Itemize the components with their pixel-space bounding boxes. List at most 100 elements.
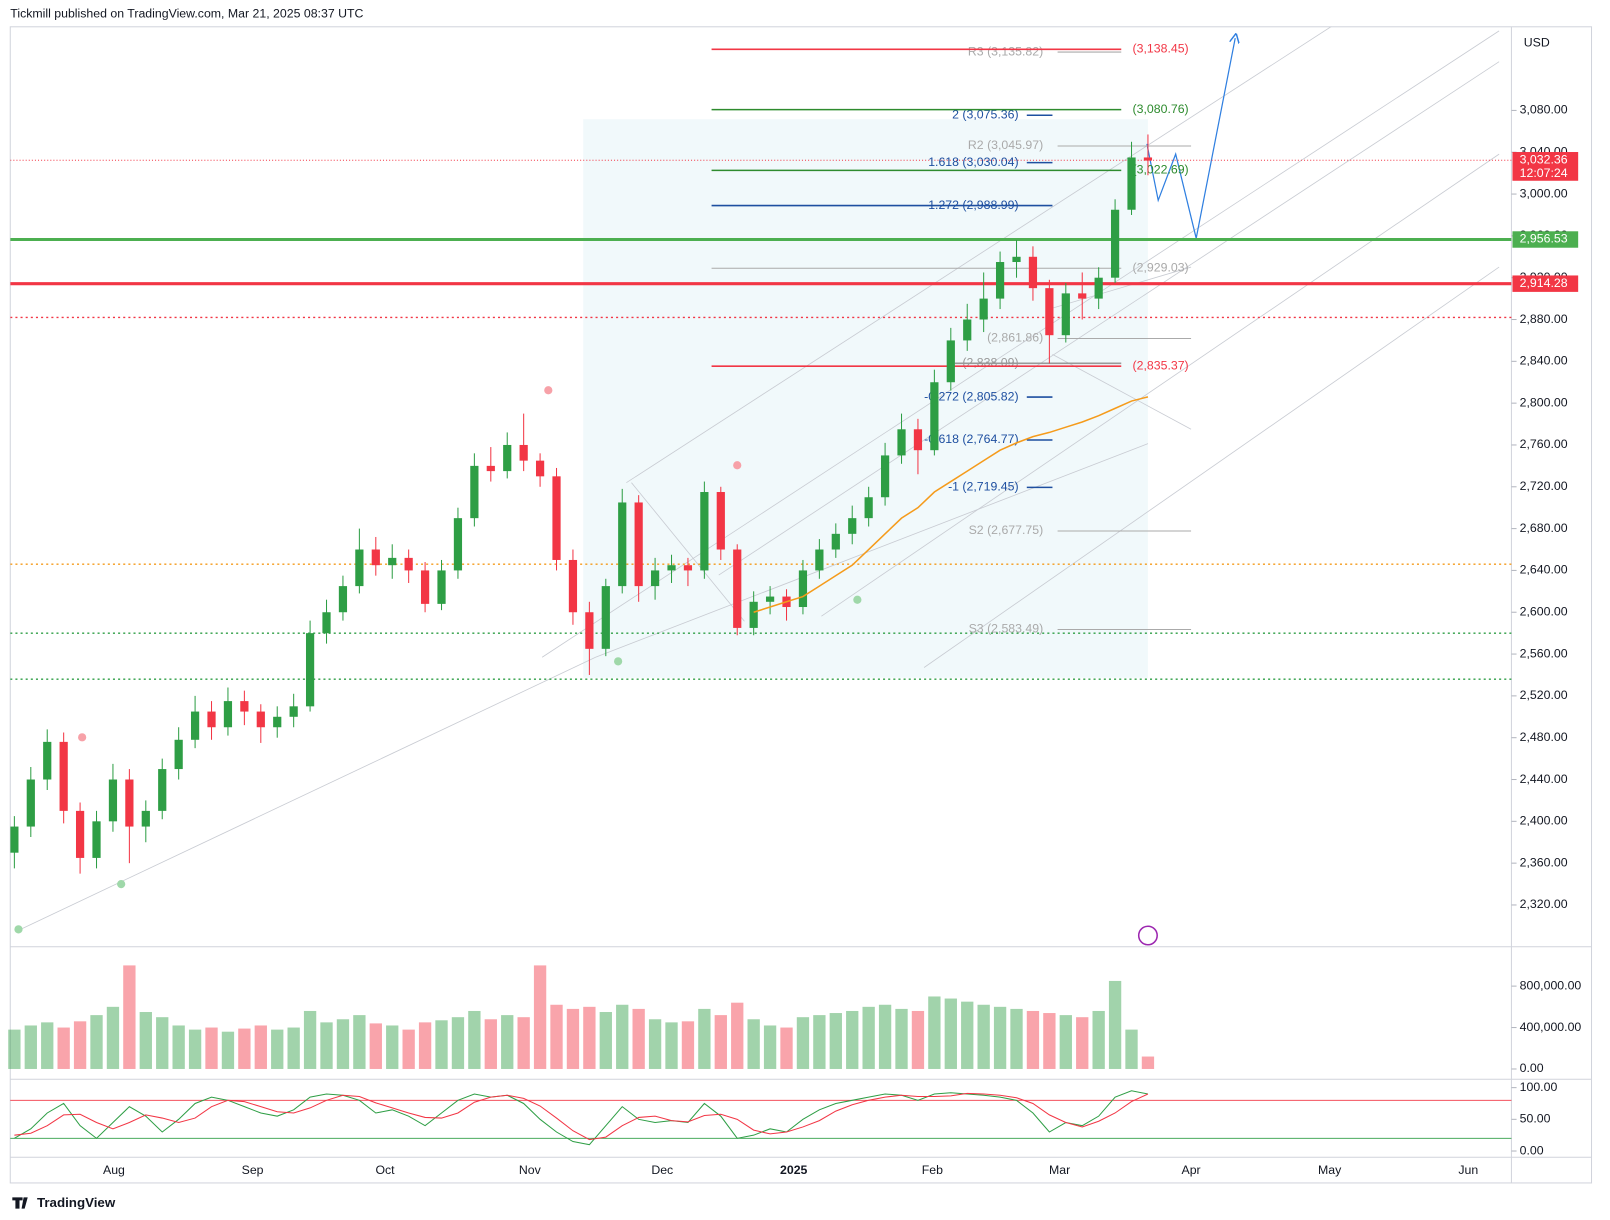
series-layer: R3 (3,135.82) (3,138.45) 2 (3,075.36) (3,08… xyxy=(10,42,1512,874)
candle-body xyxy=(930,382,939,451)
candle-body xyxy=(1143,157,1153,161)
volume-bar xyxy=(73,1021,87,1069)
candle-body xyxy=(355,549,364,587)
stoch-line xyxy=(14,1092,1149,1141)
candle-body xyxy=(404,557,413,571)
header: Tickmill published on TradingView.com, M… xyxy=(10,7,363,21)
x-tick-label: Mar xyxy=(1049,1163,1070,1177)
volume-bar xyxy=(156,1017,169,1069)
stoch-line xyxy=(14,1090,1149,1146)
y-tick-label: 2,440.00 xyxy=(1520,772,1568,786)
price-badge xyxy=(1512,275,1579,292)
volume-bar xyxy=(402,1029,415,1069)
moving-average xyxy=(753,396,1149,613)
candle-body xyxy=(864,497,873,519)
x-tick-label: Jun xyxy=(1458,1163,1478,1177)
candle-body xyxy=(388,557,397,566)
volume-bar xyxy=(599,1012,612,1069)
volume-bar xyxy=(747,1019,760,1069)
volume-bar xyxy=(501,1015,514,1069)
volume-bar xyxy=(1026,1010,1040,1069)
y-tick-label: 0.00 xyxy=(1520,1061,1544,1075)
y-tick-label: 2,720.00 xyxy=(1520,479,1568,493)
volume-bar xyxy=(977,1004,990,1069)
level-label: (3,138.45) xyxy=(1133,42,1189,56)
y-tick-label: 2,520.00 xyxy=(1520,688,1568,702)
volume-bar xyxy=(1092,1010,1105,1069)
level-label: 1.272 (2,988.99) xyxy=(928,198,1018,212)
volume-bar xyxy=(763,1025,777,1069)
volume-bar xyxy=(123,965,136,1069)
candle-body xyxy=(733,549,742,628)
volume-bar xyxy=(451,1017,465,1069)
x-tick-label: Feb xyxy=(922,1163,943,1177)
level-label: S2 (2,677.75) xyxy=(969,523,1044,537)
volume-bar xyxy=(648,1019,662,1069)
level-label: (2,838.09) xyxy=(962,356,1018,370)
x-tick-label: Oct xyxy=(375,1163,395,1177)
volume-bar xyxy=(1076,1017,1089,1069)
volume-bar xyxy=(878,1004,892,1069)
y-tick-label: 2,480.00 xyxy=(1520,730,1568,744)
y-tick-label: 2,400.00 xyxy=(1520,814,1568,828)
candle-body xyxy=(174,739,183,770)
candle-body xyxy=(667,565,676,571)
volume-bar xyxy=(928,996,941,1069)
volume-bar xyxy=(57,1027,70,1069)
candle-body xyxy=(503,444,512,472)
volume-bar xyxy=(90,1015,103,1069)
volume-bar xyxy=(813,1015,826,1069)
footer-logo xyxy=(12,1197,28,1209)
candle-body xyxy=(848,518,857,534)
y-tick-label: 2,320.00 xyxy=(1520,897,1568,911)
level-label: -0.618 (2,764.77) xyxy=(924,432,1018,446)
volume-bar xyxy=(566,1008,580,1069)
candle-body xyxy=(338,586,348,613)
candle-body xyxy=(963,319,972,341)
volume-bar xyxy=(336,1019,350,1069)
x-tick-label: May xyxy=(1318,1163,1342,1177)
volume-bar xyxy=(1108,980,1122,1069)
candle-body xyxy=(75,810,85,858)
candle-body xyxy=(585,612,594,649)
candle-body xyxy=(815,549,824,571)
level-label: -1 (2,719.45) xyxy=(948,480,1019,494)
candle-body xyxy=(207,711,216,728)
level-label: S3 (2,583.49) xyxy=(969,622,1044,636)
volume-bar xyxy=(172,1025,185,1069)
y-tick-label: 400,000.00 xyxy=(1520,1020,1582,1034)
volume-bar xyxy=(271,1029,284,1069)
volume-bar xyxy=(944,998,957,1069)
projection-arrow xyxy=(1146,38,1235,239)
level-label: (3,022.69) xyxy=(1133,163,1189,177)
level-label: R3 (3,135.82) xyxy=(968,44,1043,58)
candle-body xyxy=(453,518,463,571)
volume-bar xyxy=(616,1004,629,1069)
frame xyxy=(9,26,1593,1184)
volume-bar xyxy=(287,1027,300,1069)
y-tick-label: 2,640.00 xyxy=(1520,563,1568,577)
volume-bar xyxy=(714,1015,727,1069)
price-badge-label: 3,032.36 xyxy=(1520,152,1568,166)
candle-body xyxy=(26,779,35,827)
level-label: -0.272 (2,805.82) xyxy=(924,389,1018,403)
candle-body xyxy=(108,779,118,822)
event-icon xyxy=(1137,925,1158,946)
candle-body xyxy=(240,701,249,712)
candle-body xyxy=(552,476,561,560)
candle-body xyxy=(1094,277,1103,299)
volume-bar xyxy=(632,1008,645,1069)
candle-body xyxy=(979,298,988,320)
volume-bar xyxy=(353,1015,366,1069)
candle-body xyxy=(535,460,545,477)
volume-bar xyxy=(550,1004,563,1069)
volume-bar xyxy=(24,1025,37,1069)
y-tick-label: 50.00 xyxy=(1520,1112,1551,1126)
volume-bar xyxy=(1010,1008,1023,1069)
drawings: R3 (3,135.82) (3,138.45) 2 (3,075.36) (3,08… xyxy=(10,26,1512,934)
level-label: (3,080.76) xyxy=(1133,102,1189,116)
candle-body xyxy=(519,444,528,461)
candle-body xyxy=(190,711,200,740)
candle-body xyxy=(1078,293,1087,299)
price-badge-label: 2,956.53 xyxy=(1520,232,1568,246)
